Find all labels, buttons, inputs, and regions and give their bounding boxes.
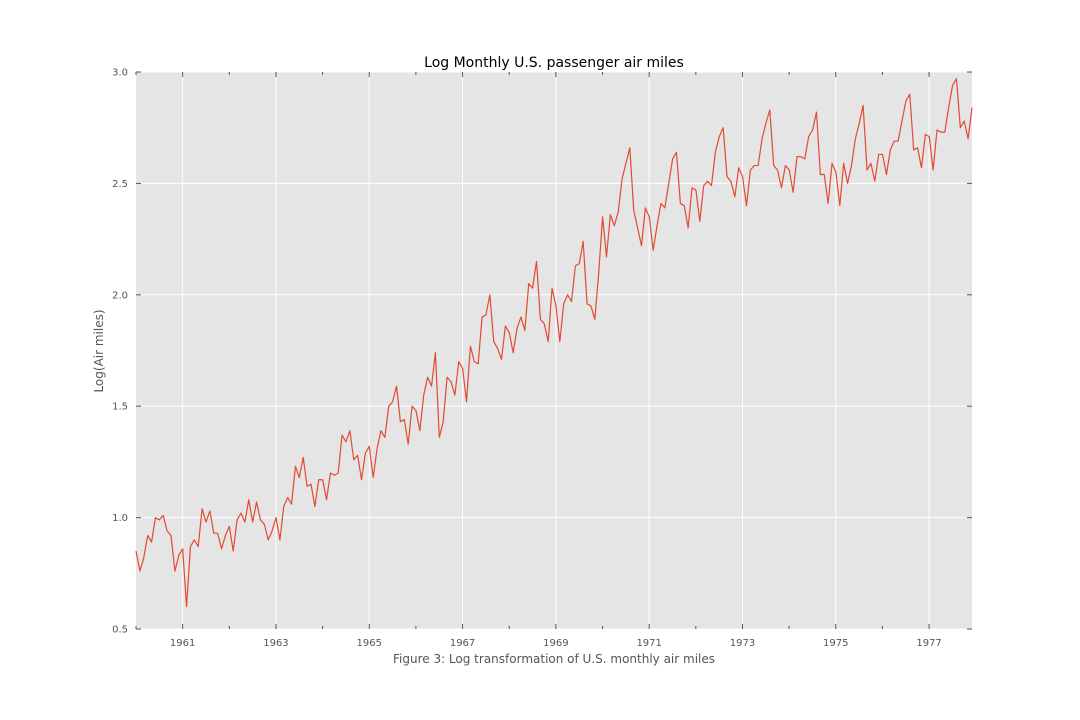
x-tick-label: 1961 (170, 638, 195, 649)
x-tick-label: 1971 (636, 638, 661, 649)
x-tick-label: 1967 (450, 638, 475, 649)
axis-ticks (135, 71, 972, 630)
x-tick-label: 1965 (357, 638, 382, 649)
y-tick-label: 3.0 (112, 68, 128, 79)
series-layer (135, 78, 973, 608)
grid-lines (136, 71, 972, 630)
y-tick-label: 1.5 (112, 402, 128, 413)
y-tick-label: 2.0 (112, 290, 128, 301)
x-tick-label: 1969 (543, 638, 568, 649)
tick-labels: 0.5 1.0 1.5 2.0 2.5 3.0 1961 1963 1965 1967 1969 19… (112, 68, 942, 650)
x-tick-label: 1963 (263, 638, 288, 649)
x-tick-label: 1973 (730, 638, 755, 649)
x-tick-label: 1975 (823, 638, 848, 649)
y-axis-label: Log(Air miles) (92, 309, 106, 392)
y-tick-label: 0.5 (112, 625, 128, 636)
plot-area (136, 72, 972, 629)
x-axis-label: Figure 3: Log transformation of U.S. mon… (393, 652, 715, 666)
y-tick-label: 2.5 (112, 179, 128, 190)
series-line (135, 78, 973, 608)
chart-title: Log Monthly U.S. passenger air miles (424, 55, 684, 71)
y-tick-label: 1.0 (112, 513, 128, 524)
x-tick-label: 1977 (916, 638, 941, 649)
